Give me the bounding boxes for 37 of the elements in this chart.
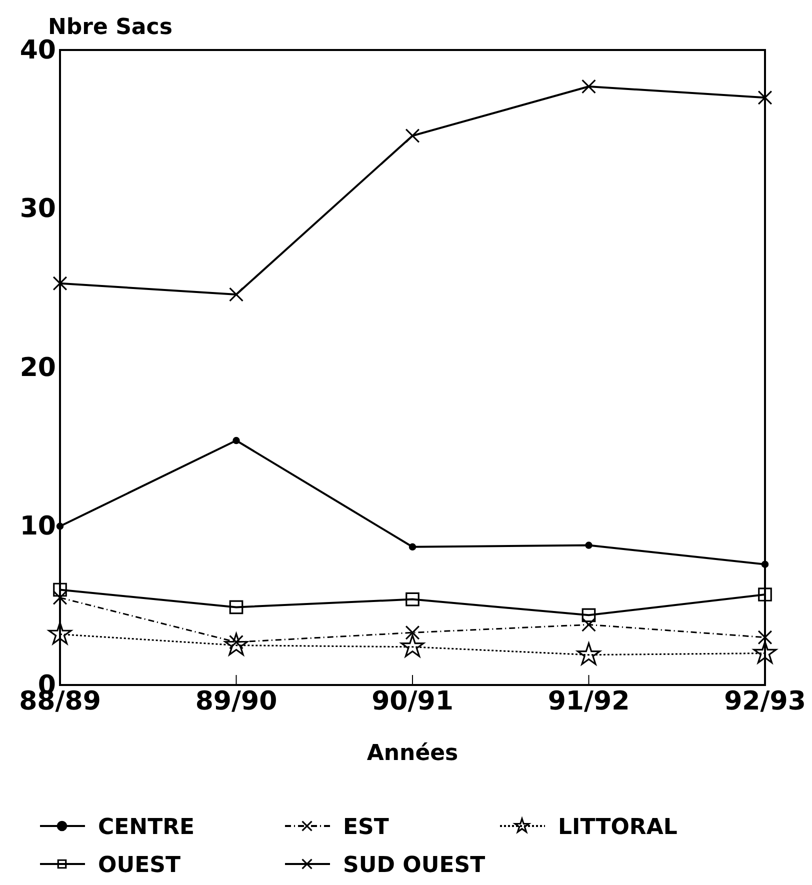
- legend-label: OUEST: [98, 853, 180, 878]
- point: [408, 543, 416, 551]
- point: [576, 642, 601, 665]
- x-axis-title: Années: [366, 741, 458, 766]
- point: [229, 600, 244, 614]
- legend-label: SUD OUEST: [343, 853, 486, 878]
- point: [232, 436, 240, 444]
- point: [753, 640, 777, 664]
- point: [758, 588, 772, 602]
- point: [406, 592, 420, 606]
- point: [48, 622, 72, 644]
- legend-label: LITTORAL: [558, 815, 678, 840]
- point: [52, 276, 68, 291]
- x-tick-label: 90/91: [372, 686, 454, 716]
- point: [224, 632, 248, 656]
- legend-label: EST: [343, 815, 389, 840]
- point: [585, 542, 592, 549]
- point: [758, 90, 772, 105]
- legend-label: CENTRE: [98, 815, 195, 840]
- point: [582, 617, 596, 632]
- point: [400, 634, 424, 658]
- point: [758, 630, 772, 645]
- point: [405, 128, 420, 143]
- point: [56, 522, 64, 530]
- point: [761, 560, 769, 568]
- y-tick-label: 10: [20, 512, 56, 542]
- point: [52, 590, 68, 605]
- x-tick-label: 89/90: [195, 686, 278, 716]
- y-tick-label: 20: [20, 352, 56, 383]
- point: [582, 608, 596, 622]
- point: [229, 287, 244, 302]
- point: [405, 625, 420, 640]
- point: [582, 79, 596, 94]
- x-tick-label: 91/92: [548, 686, 630, 716]
- point: [53, 582, 67, 597]
- x-tick-label: 92/93: [724, 686, 806, 716]
- y-tick-label: 30: [20, 194, 56, 224]
